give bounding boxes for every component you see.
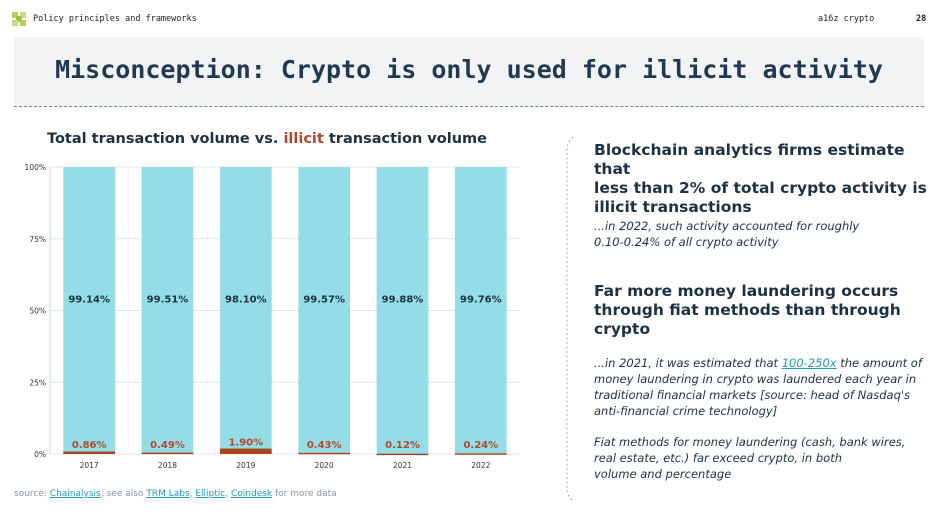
note-2021-estimate: ...in 2021, it was estimated that 100-25… [594, 355, 922, 419]
total-data-label: 99.57% [303, 295, 345, 306]
heading-line: Far more money laundering occurs [594, 282, 899, 300]
chart-title-prefix: Total transaction volume vs. [47, 131, 284, 147]
page-number: 28 [916, 14, 927, 24]
bar-illicit-2021 [376, 453, 429, 456]
heading-line: through fiat methods than through [594, 301, 901, 319]
note-line: money laundering in crypto was laundered… [594, 372, 917, 386]
heading-line: less than 2% of total crypto activity is [594, 179, 927, 197]
note-line: Fiat methods for money laundering (cash,… [594, 435, 906, 449]
top-bar: Policy principles and frameworks a16z cr… [0, 0, 948, 34]
note-line: ...in 2021, it was estimated that 100-25… [594, 355, 922, 371]
note-text: the amount of [836, 356, 922, 370]
total-data-label: 99.88% [382, 295, 424, 306]
total-data-label: 99.14% [68, 295, 110, 306]
illicit-data-label: 0.12% [385, 440, 420, 451]
x-tick-label: 2017 [80, 461, 99, 470]
bar-illicit-2017 [63, 451, 116, 454]
y-tick-label: 100% [25, 163, 46, 172]
title-bar: Misconception: Crypto is only used for i… [14, 37, 924, 107]
bar-illicit-2018 [141, 452, 194, 455]
source-link-coindesk[interactable]: Coindesk [230, 489, 273, 499]
brand-label: a16z crypto [818, 14, 875, 24]
total-data-label: 99.76% [460, 295, 502, 306]
note-fiat-methods: Fiat methods for money laundering (cash,… [594, 434, 905, 482]
bar-illicit-2020 [298, 452, 351, 455]
heading-analytics-estimate: Blockchain analytics firms estimate that… [594, 141, 934, 217]
chart-title-highlight: illicit [283, 131, 324, 147]
source-link-elliptic[interactable]: Elliptic [195, 489, 226, 499]
note-text: ...in 2021, it was estimated that [594, 356, 782, 370]
source-sep-2: , [225, 489, 231, 499]
bar-total-2021 [376, 167, 429, 454]
bar-illicit-2022 [454, 453, 507, 455]
bar-total-2020 [298, 167, 351, 453]
section-breadcrumb: Policy principles and frameworks [33, 14, 197, 24]
illicit-data-label: 0.86% [72, 440, 107, 451]
note-line: 0.10-0.24% of all crypto activity [594, 235, 779, 249]
note-line: volume and percentage [594, 467, 732, 481]
source-suffix: for more data [272, 489, 337, 499]
slide-title: Misconception: Crypto is only used for i… [55, 55, 883, 84]
note-line: real estate, etc.) far exceed crypto, in… [594, 451, 842, 465]
chart-title-suffix: transaction volume [323, 131, 487, 147]
x-tick-label: 2022 [471, 461, 490, 470]
x-tick-label: 2018 [158, 461, 177, 470]
y-tick-label: 75% [29, 235, 46, 244]
note-line: traditional financial markets [source: h… [594, 388, 911, 402]
x-tick-label: 2019 [236, 461, 255, 470]
note-2022-activity: ...in 2022, such activity accounted for … [594, 218, 859, 250]
note-line: anti-financial crime technology] [594, 404, 778, 418]
bar-total-2018 [141, 167, 194, 453]
source-middle: ; see also [100, 489, 147, 499]
heading-fiat-laundering: Far more money laundering occurs through… [594, 282, 901, 339]
source-note: source: Chainalysis; see also TRM Labs, … [14, 489, 337, 499]
y-tick-label: 50% [29, 307, 46, 316]
heading-line: crypto [594, 320, 651, 338]
illicit-data-label: 0.49% [150, 440, 185, 451]
x-tick-label: 2020 [315, 461, 334, 470]
illicit-data-label: 0.43% [307, 440, 342, 451]
y-tick-label: 0% [34, 450, 46, 459]
source-link-chainalysis[interactable]: Chainalysis [49, 489, 101, 499]
source-prefix: source: [14, 489, 50, 499]
total-data-label: 98.10% [225, 295, 267, 306]
a16z-logo-icon [12, 12, 26, 26]
stacked-bar-chart: 0% 25% 50% 75% 100% 99.14% 0.86% 2017 99.51% 0.49… [25, 163, 520, 470]
note-line: ...in 2022, such activity accounted for … [594, 219, 860, 233]
bar-total-2017 [63, 167, 116, 452]
illicit-data-label: 0.24% [463, 440, 498, 451]
chart-title: Total transaction volume vs. illicit tra… [47, 131, 487, 147]
heading-line: illicit transactions [594, 198, 752, 216]
estimate-link[interactable]: 100-250x [781, 356, 837, 370]
heading-line: Blockchain analytics firms estimate that [594, 141, 905, 178]
bar-illicit-2019 [219, 448, 272, 454]
source-sep-1: , [189, 489, 196, 499]
illicit-data-label: 1.90% [228, 438, 263, 449]
source-link-trm-labs[interactable]: TRM Labs [146, 489, 190, 499]
bar-total-2022 [454, 167, 507, 454]
total-data-label: 99.51% [147, 295, 189, 306]
bar-total-2019 [219, 167, 272, 449]
x-tick-label: 2021 [393, 461, 412, 470]
dotted-divider [566, 136, 574, 502]
y-tick-label: 25% [29, 378, 46, 387]
